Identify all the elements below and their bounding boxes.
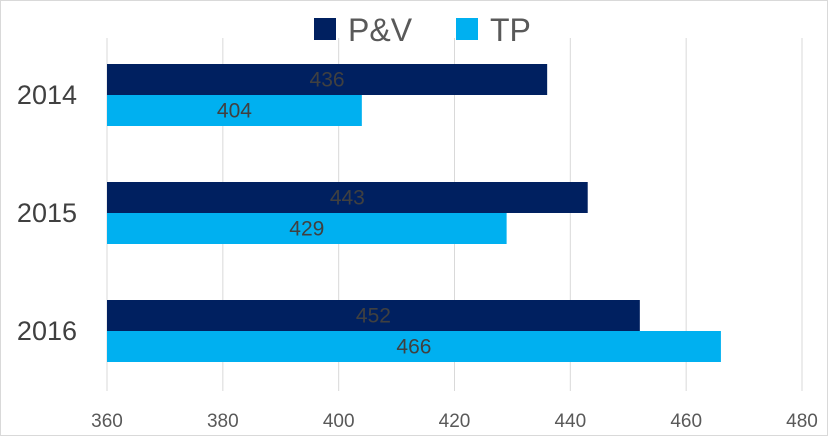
data-label: 436 [310, 69, 345, 92]
bar-tp-2015 [107, 213, 507, 244]
data-label: 466 [396, 336, 431, 359]
data-label: 443 [330, 187, 365, 210]
category-label: 2016 [17, 316, 77, 346]
legend-label: P&V [348, 12, 413, 48]
category-label: 2015 [17, 198, 77, 228]
x-tick-label: 460 [670, 411, 702, 432]
data-label: 452 [356, 305, 391, 328]
x-tick-label: 480 [786, 411, 818, 432]
x-tick-label: 400 [323, 411, 355, 432]
data-label: 404 [217, 100, 252, 123]
x-tick-label: 380 [207, 411, 239, 432]
legend-label: TP [490, 12, 531, 48]
category-label: 2014 [17, 80, 77, 110]
bar-pv-2014 [107, 64, 548, 95]
bar-tp-2016 [107, 331, 721, 362]
legend-swatch [314, 18, 336, 40]
bar-tp-2014 [107, 95, 362, 126]
legend-swatch [456, 18, 478, 40]
data-label: 429 [289, 218, 324, 241]
x-tick-label: 420 [439, 411, 471, 432]
x-axis-ticks: 360 380 400 420 440 460 480 [91, 411, 818, 432]
legend: P&V TP [314, 12, 531, 48]
category-labels: 2014 2015 2016 [17, 80, 77, 346]
bar-pv-2016 [107, 300, 640, 331]
bars [107, 64, 721, 362]
x-tick-label: 440 [554, 411, 586, 432]
bar-pv-2015 [107, 182, 588, 213]
x-tick-label: 360 [91, 411, 123, 432]
